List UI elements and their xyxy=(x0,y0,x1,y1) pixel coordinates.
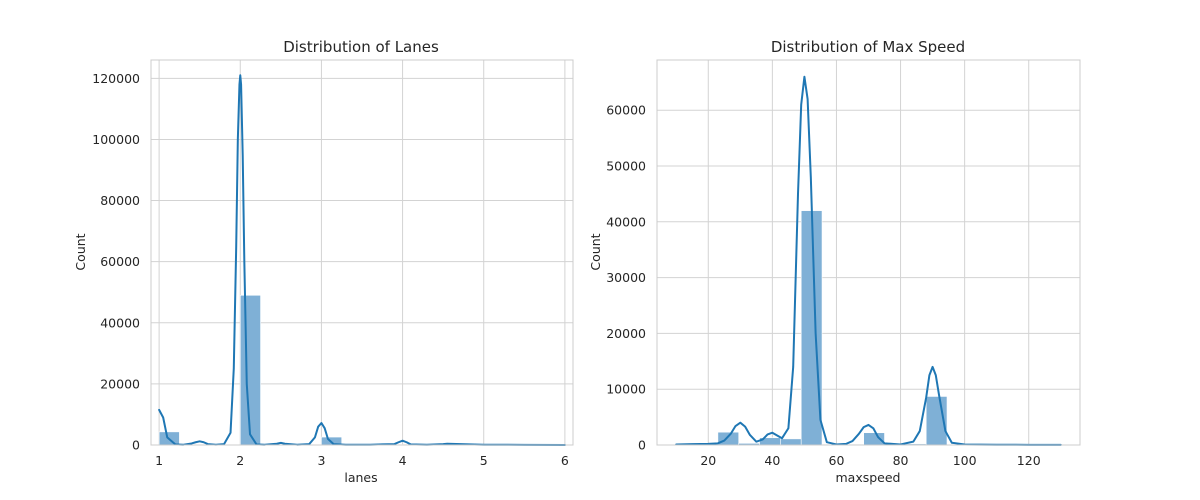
x-tick-label: 4 xyxy=(399,453,407,468)
chart-lanes-distribution: Distribution of Lanes lanes Count 1 2 3 4 5 6… xyxy=(73,38,574,485)
x-tick-label: 1 xyxy=(155,453,163,468)
y-tick-label: 60000 xyxy=(100,254,140,269)
x-tick-label: 5 xyxy=(480,453,488,468)
y-tick-label: 60000 xyxy=(606,103,646,118)
y-axis-label: Count xyxy=(73,233,88,270)
y-tick-label: 20000 xyxy=(606,326,646,341)
x-tick-label: 2 xyxy=(236,453,244,468)
histogram-bar xyxy=(717,431,740,446)
plot-area xyxy=(656,59,1081,446)
y-tick-label: 120000 xyxy=(92,71,140,86)
y-tick-label: 50000 xyxy=(606,159,646,174)
chart-title: Distribution of Lanes xyxy=(283,38,439,56)
y-tick-label: 100000 xyxy=(92,132,140,147)
y-tick-label: 80000 xyxy=(100,193,140,208)
plot-area xyxy=(150,59,574,446)
x-tick-label: 60 xyxy=(829,453,845,468)
kde-line xyxy=(675,75,1062,446)
chart-maxspeed-distribution: Distribution of Max Speed maxspeed Count… xyxy=(588,38,1081,485)
x-axis-label: maxspeed xyxy=(836,470,901,485)
axes-frame xyxy=(656,59,1081,446)
chart-title: Distribution of Max Speed xyxy=(771,38,965,56)
histogram-bar xyxy=(863,432,885,446)
histogram-bar xyxy=(780,438,802,446)
y-tick-label: 0 xyxy=(638,438,646,453)
x-tick-label: 120 xyxy=(1017,453,1041,468)
x-tick-label: 80 xyxy=(893,453,909,468)
x-tick-label: 6 xyxy=(561,453,569,468)
y-tick-label: 0 xyxy=(132,438,140,453)
x-axis-label: lanes xyxy=(344,470,377,485)
y-axis-label: Count xyxy=(588,233,603,270)
x-tick-label: 20 xyxy=(700,453,716,468)
y-tick-label: 40000 xyxy=(606,214,646,229)
x-tick-label: 100 xyxy=(953,453,977,468)
x-tick-label: 40 xyxy=(764,453,780,468)
y-tick-label: 20000 xyxy=(100,376,140,391)
kde-line xyxy=(158,74,566,446)
y-tick-label: 30000 xyxy=(606,270,646,285)
histogram-bar xyxy=(239,294,261,446)
y-tick-label: 10000 xyxy=(606,382,646,397)
axes-frame xyxy=(150,59,574,446)
x-tick-label: 3 xyxy=(317,453,325,468)
y-tick-label: 40000 xyxy=(100,315,140,330)
